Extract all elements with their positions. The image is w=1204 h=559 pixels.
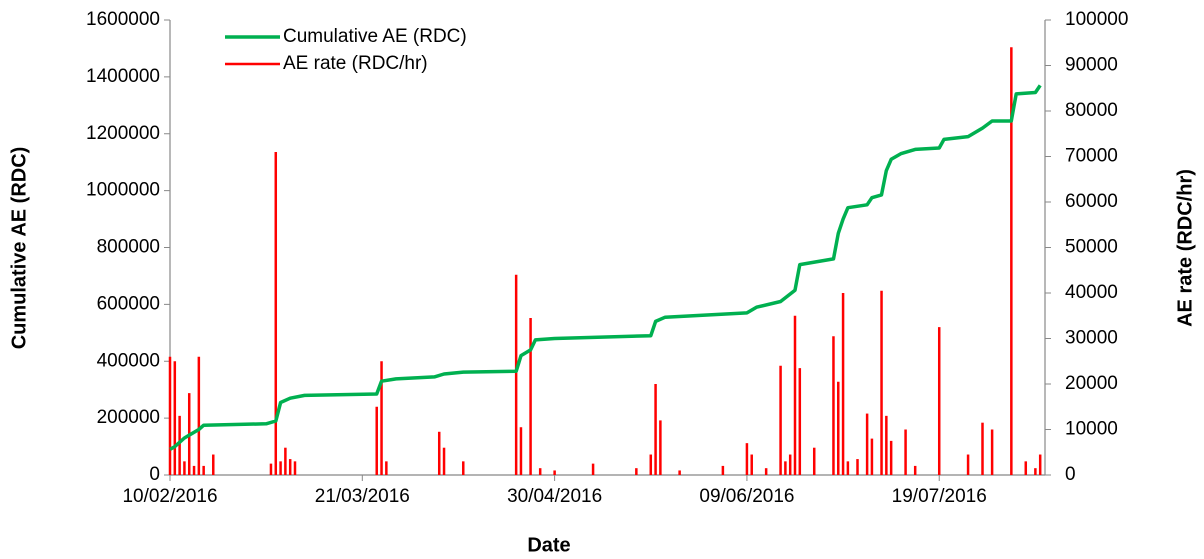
y2-tick-label: 60000 [1065,191,1118,212]
y-tick-label: 400000 [97,350,160,371]
y2-tick-label: 90000 [1065,55,1118,76]
x-tick-label: 21/03/2016 [315,486,410,507]
x-axis-title: Date [527,534,570,556]
legend-label: AE rate (RDC/hr) [283,53,428,74]
y-axis-title: Cumulative AE (RDC) [8,147,30,350]
y2-tick-label: 10000 [1065,419,1118,440]
y2-tick-label: 100000 [1065,9,1128,30]
y2-tick-label: 80000 [1065,100,1118,121]
legend-label: Cumulative AE (RDC) [283,26,467,47]
y-tick-label: 800000 [97,237,160,258]
y2-tick-label: 20000 [1065,373,1118,394]
cumulative-line [169,84,1042,451]
y-tick-label: 200000 [97,407,160,428]
y2-tick-label: 0 [1065,464,1076,485]
y-tick-label: 1200000 [86,123,160,144]
x-tick-label: 10/02/2016 [122,486,217,507]
y2-tick-label: 40000 [1065,282,1118,303]
x-tick-label: 30/04/2016 [507,486,602,507]
y-tick-label: 1400000 [86,66,160,87]
y-tick-label: 600000 [97,293,160,314]
y-tick-label: 1600000 [86,9,160,30]
y2-tick-label: 70000 [1065,146,1118,167]
y-tick-label: 0 [149,464,160,485]
x-tick-label: 09/06/2016 [699,486,794,507]
y2-axis-title: AE rate (RDC/hr) [1174,169,1196,327]
x-tick-label: 19/07/2016 [892,486,987,507]
y-tick-label: 1000000 [86,180,160,201]
y2-tick-label: 30000 [1065,328,1118,349]
y2-tick-label: 50000 [1065,237,1118,258]
